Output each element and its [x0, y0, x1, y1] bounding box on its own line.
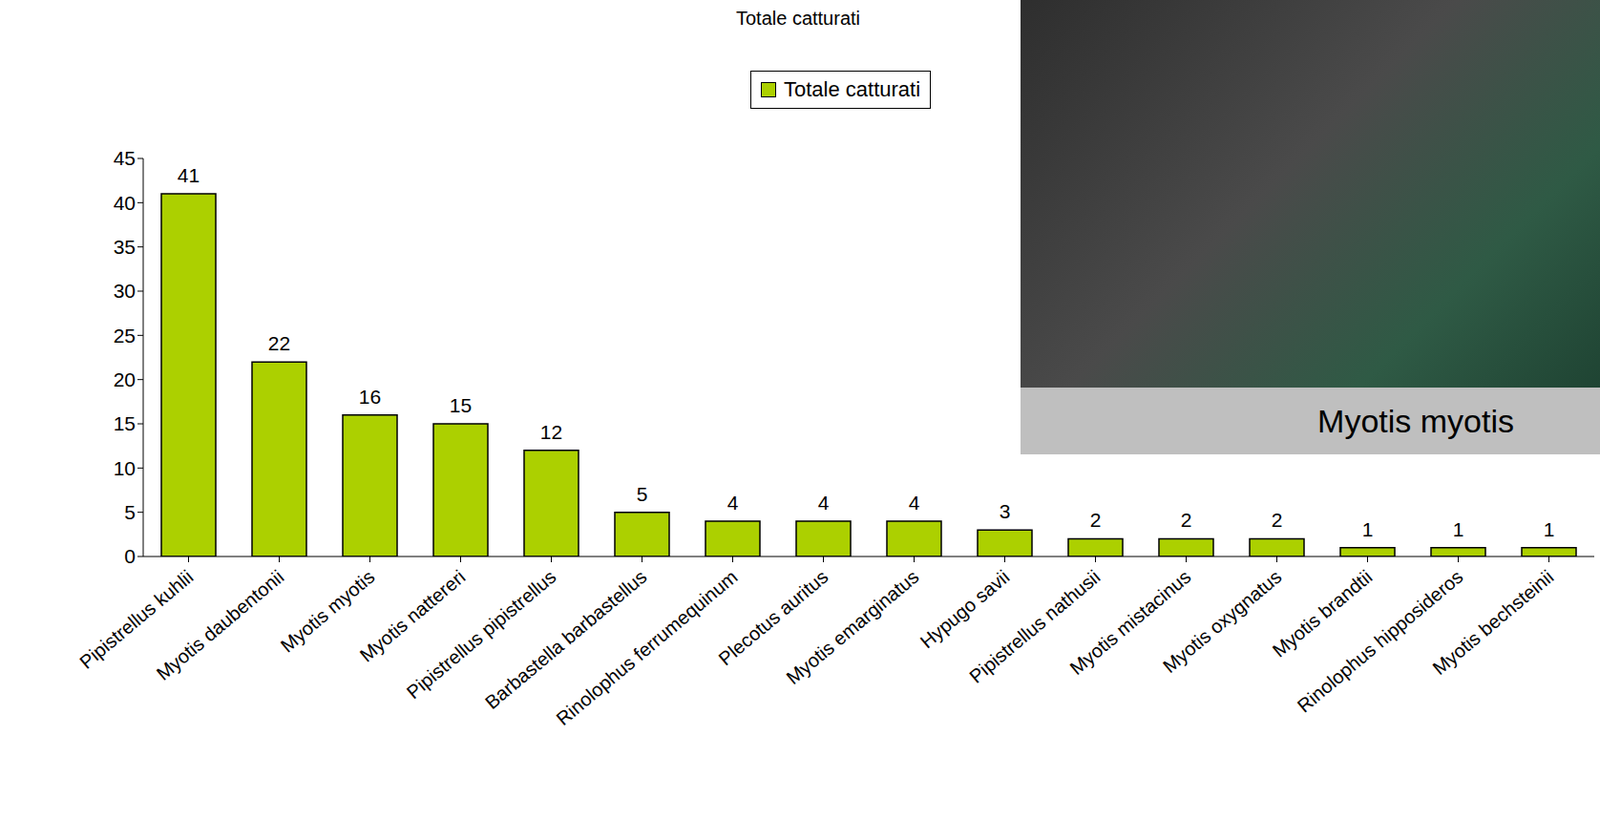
- svg-text:10: 10: [113, 457, 136, 480]
- svg-text:45: 45: [113, 147, 136, 169]
- html-text:Totale catturati: Totale catturati: [783, 77, 921, 102]
- svg-text:4: 4: [908, 491, 921, 514]
- svg-text:1: 1: [1543, 518, 1556, 541]
- svg-text:3: 3: [999, 500, 1011, 523]
- svg-text:Myotis myotis: Myotis myotis: [276, 566, 379, 657]
- svg-text:Hypugo savii: Hypugo savii: [916, 566, 1014, 653]
- svg-text:15: 15: [113, 412, 136, 435]
- svg-text:Myotis nattereri: Myotis nattereri: [355, 566, 470, 666]
- svg-text:Myotis mistacinus: Myotis mistacinus: [1065, 566, 1195, 679]
- svg-text:Plecotus auritus: Plecotus auritus: [714, 566, 832, 670]
- svg-text:30: 30: [113, 279, 136, 302]
- svg-text:1: 1: [1452, 518, 1465, 541]
- svg-text:1: 1: [1362, 518, 1374, 541]
- svg-text:4: 4: [727, 491, 739, 514]
- svg-text:20: 20: [113, 368, 136, 391]
- svg-text:Myotis oxygnatus: Myotis oxygnatus: [1158, 566, 1286, 677]
- svg-text:Myotis emarginatus: Myotis emarginatus: [782, 566, 924, 689]
- svg-text:Rinolophus hipposideros: Rinolophus hipposideros: [1293, 566, 1468, 717]
- html-text:Myotis myotis: Myotis myotis: [1317, 402, 1515, 439]
- svg-text:15: 15: [449, 394, 472, 417]
- svg-text:5: 5: [636, 483, 649, 506]
- svg-text:Pipistrellus pipistrellus: Pipistrellus pipistrellus: [402, 566, 561, 703]
- svg-text:Pipistrellus nathusii: Pipistrellus nathusii: [965, 566, 1105, 688]
- svg-text:Myotis daubentonii: Myotis daubentonii: [152, 566, 289, 685]
- svg-text:Myotis brandtii: Myotis brandtii: [1268, 566, 1377, 662]
- svg-text:22: 22: [268, 332, 291, 355]
- svg-text:2: 2: [1090, 508, 1102, 531]
- svg-text:5: 5: [124, 501, 136, 524]
- svg-text:35: 35: [113, 235, 136, 258]
- svg-text:Myotis bechsteinii: Myotis bechsteinii: [1428, 566, 1558, 679]
- svg-text:41: 41: [177, 164, 200, 187]
- html-text:Totale catturati: Totale catturati: [736, 7, 861, 29]
- svg-text:Pipistrellus kuhlii: Pipistrellus kuhlii: [75, 566, 198, 673]
- svg-text:12: 12: [540, 421, 563, 443]
- svg-text:0: 0: [124, 545, 136, 568]
- svg-text:Barbastella barbastellus: Barbastella barbastellus: [481, 566, 652, 714]
- svg-text:25: 25: [113, 324, 136, 347]
- svg-text:4: 4: [818, 491, 830, 514]
- svg-text:40: 40: [113, 191, 136, 214]
- svg-text:16: 16: [358, 385, 381, 408]
- svg-text:2: 2: [1271, 508, 1284, 531]
- svg-text:Rinolophus ferrumequinum: Rinolophus ferrumequinum: [551, 566, 741, 730]
- svg-text:2: 2: [1180, 508, 1193, 531]
